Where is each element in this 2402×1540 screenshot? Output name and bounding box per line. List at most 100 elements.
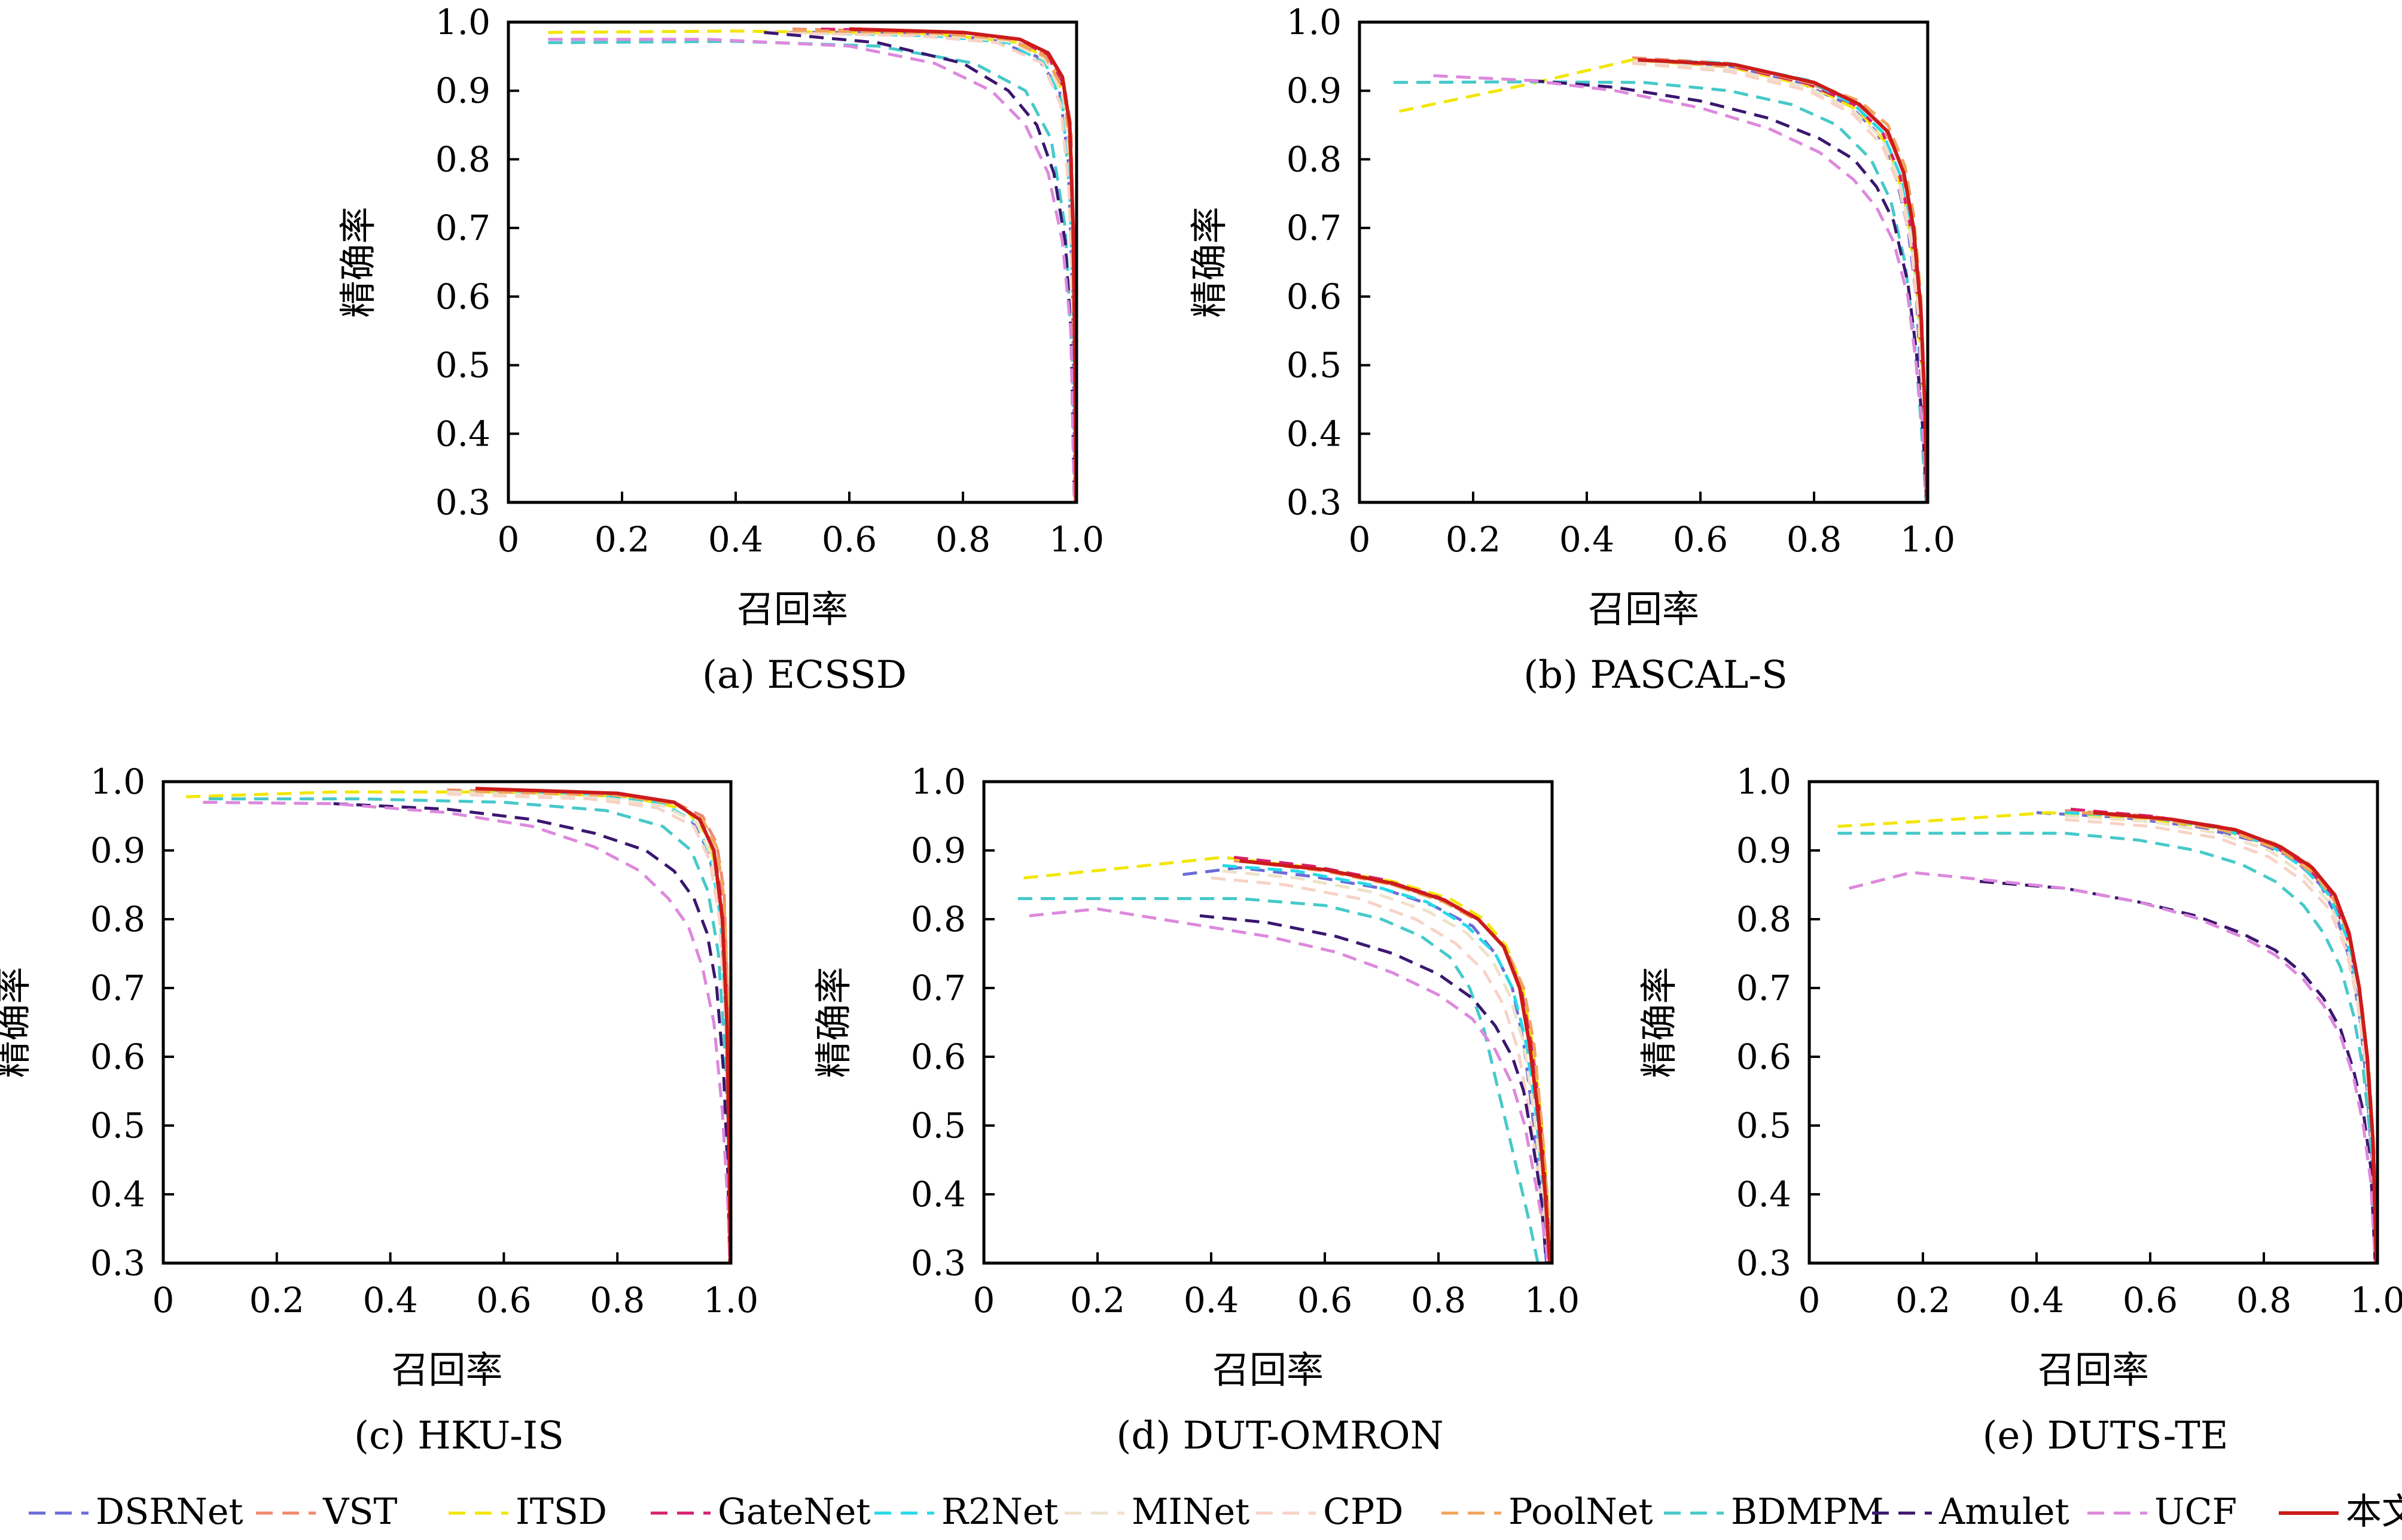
chart-panel-2: 0 0.2 0.4 0.6 0.8 1.0 0.3 0.4 0.5 0.6 0.7 0.8 0.9 1.0…	[1187, 2, 1955, 697]
y-tick-label: 0.9	[1736, 830, 1791, 871]
x-tick-label: 0.6	[822, 519, 877, 560]
x-tick-label: 1.0	[1900, 519, 1955, 560]
legend-item-VST: VST	[256, 1491, 397, 1533]
y-tick-label: 1.0	[911, 761, 966, 802]
x-tick-label: 0.2	[1895, 1280, 1950, 1321]
x-tick-label: 0.2	[595, 519, 650, 560]
y-tick-label: 1.0	[1287, 2, 1342, 42]
legend-label: PoolNet	[1508, 1491, 1653, 1533]
series-line-CPD	[2065, 818, 2377, 1263]
series-line-PoolNet	[475, 789, 731, 1263]
legend-label: BDMPM	[1731, 1491, 1883, 1533]
series-line-UCF	[1433, 74, 1928, 502]
series-line-R2Net	[2065, 811, 2377, 1263]
series-line-MINet	[1222, 870, 1551, 1263]
legend: DSRNet VST ITSD GateNet R2Net MINet CPD PoolNet…	[29, 1491, 2402, 1533]
x-axis-label: 召回率	[2038, 1348, 2149, 1392]
series-curves	[185, 786, 731, 1263]
series-line-ITSD	[548, 29, 1077, 502]
series-line-本文	[1239, 859, 1552, 1263]
x-tick-label: 0.4	[2009, 1280, 2064, 1321]
y-tick-label: 0.7	[911, 968, 966, 1008]
legend-item-Amulet: Amulet	[1872, 1491, 2069, 1533]
y-tick-label: 0.9	[911, 830, 966, 871]
plot-frame	[1807, 780, 2379, 1265]
legend-item-本文: 本文	[2279, 1491, 2402, 1533]
y-tick-label: 0.4	[1287, 413, 1342, 454]
y-tick-label: 0.5	[90, 1105, 145, 1146]
series-line-R2Net	[1222, 864, 1551, 1263]
series-line-本文	[849, 27, 1077, 502]
series-line-MINet	[447, 790, 731, 1263]
chart-panel-5: 0 0.2 0.4 0.6 0.8 1.0 0.3 0.4 0.5 0.6 0.7 0.8 0.9 1.0…	[1637, 761, 2402, 1458]
series-line-DSRNet	[447, 790, 731, 1263]
legend-label: Amulet	[1938, 1491, 2069, 1533]
plot-frame	[507, 20, 1078, 504]
series-line-Amulet	[1979, 880, 2377, 1263]
series-line-CPD	[1211, 876, 1550, 1263]
y-tick-label: 0.3	[90, 1243, 145, 1283]
y-tick-label: 0.9	[435, 71, 490, 111]
y-tick-label: 0.8	[435, 139, 490, 179]
y-axis-label: 精确率	[1637, 966, 1681, 1078]
x-tick-label: 0	[1799, 1280, 1821, 1321]
y-tick-label: 0.7	[435, 208, 490, 248]
series-line-MINet	[2065, 815, 2377, 1263]
x-tick-label: 0.4	[362, 1280, 417, 1321]
y-tick-label: 0.9	[90, 830, 145, 871]
x-tick-label: 0.4	[1184, 1280, 1239, 1321]
series-line-BDMPM	[1837, 831, 2377, 1263]
series-line-BDMPM	[208, 797, 731, 1263]
series-line-CPD	[1632, 62, 1928, 502]
y-tick-label: 1.0	[1736, 761, 1791, 802]
y-tick-label: 0.9	[1287, 71, 1342, 111]
series-line-本文	[2093, 810, 2377, 1263]
plot-frame	[982, 780, 1554, 1265]
series-line-BDMPM	[1018, 897, 1540, 1263]
series-line-MINet	[1632, 60, 1928, 502]
legend-item-ITSD: ITSD	[449, 1491, 607, 1533]
series-line-CPD	[447, 792, 731, 1263]
x-axis-label: 召回率	[1588, 587, 1699, 631]
legend-label: DSRNet	[96, 1491, 243, 1533]
legend-label: GateNet	[718, 1491, 870, 1533]
y-tick-label: 0.6	[90, 1036, 145, 1077]
x-tick-label: 1.0	[1049, 519, 1104, 560]
legend-item-CPD: CPD	[1256, 1491, 1403, 1533]
y-tick-label: 0.8	[1287, 139, 1342, 179]
x-tick-label: 0.8	[1411, 1280, 1466, 1321]
legend-item-MINet: MINet	[1065, 1491, 1249, 1533]
x-tick-label: 0.6	[476, 1280, 531, 1321]
y-tick-label: 0.5	[1736, 1105, 1791, 1146]
series-line-Amulet	[333, 802, 731, 1263]
series-line-VST	[792, 28, 1077, 502]
y-axis-label: 精确率	[812, 966, 855, 1078]
series-line-BDMPM	[1393, 80, 1928, 502]
series-curves	[1018, 856, 1552, 1263]
y-axis-label: 精确率	[0, 966, 35, 1078]
y-axis-label: 精确率	[1187, 206, 1231, 318]
series-line-UCF	[203, 801, 731, 1263]
series-line-Amulet	[1529, 79, 1928, 502]
chart-panel-1: 0 0.2 0.4 0.6 0.8 1.0 0.3 0.4 0.5 0.6 0.7 0.8 0.9 1.0…	[336, 2, 1104, 697]
x-tick-label: 0.2	[1446, 519, 1501, 560]
chart-panel-4: 0 0.2 0.4 0.6 0.8 1.0 0.3 0.4 0.5 0.6 0.7 0.8 0.9 1.0…	[812, 761, 1580, 1458]
y-tick-label: 0.7	[90, 968, 145, 1008]
y-tick-label: 1.0	[90, 761, 145, 802]
series-line-本文	[475, 786, 731, 1263]
x-tick-label: 1.0	[2350, 1280, 2402, 1321]
x-axis-label: 召回率	[391, 1348, 502, 1392]
series-line-VST	[447, 788, 731, 1263]
legend-item-UCF: UCF	[2087, 1491, 2237, 1533]
plot-frame	[1358, 20, 1929, 504]
series-line-ITSD	[185, 790, 731, 1263]
series-line-ITSD	[1398, 58, 1928, 502]
series-line-GateNet	[821, 28, 1077, 502]
y-axis-label: 精确率	[336, 206, 380, 318]
series-line-Amulet	[1199, 914, 1548, 1263]
panel-caption: (d) DUT-OMRON	[1116, 1414, 1443, 1458]
legend-item-PoolNet: PoolNet	[1441, 1491, 1653, 1533]
plot-frame	[161, 780, 733, 1265]
series-line-DSRNet	[764, 31, 1077, 502]
